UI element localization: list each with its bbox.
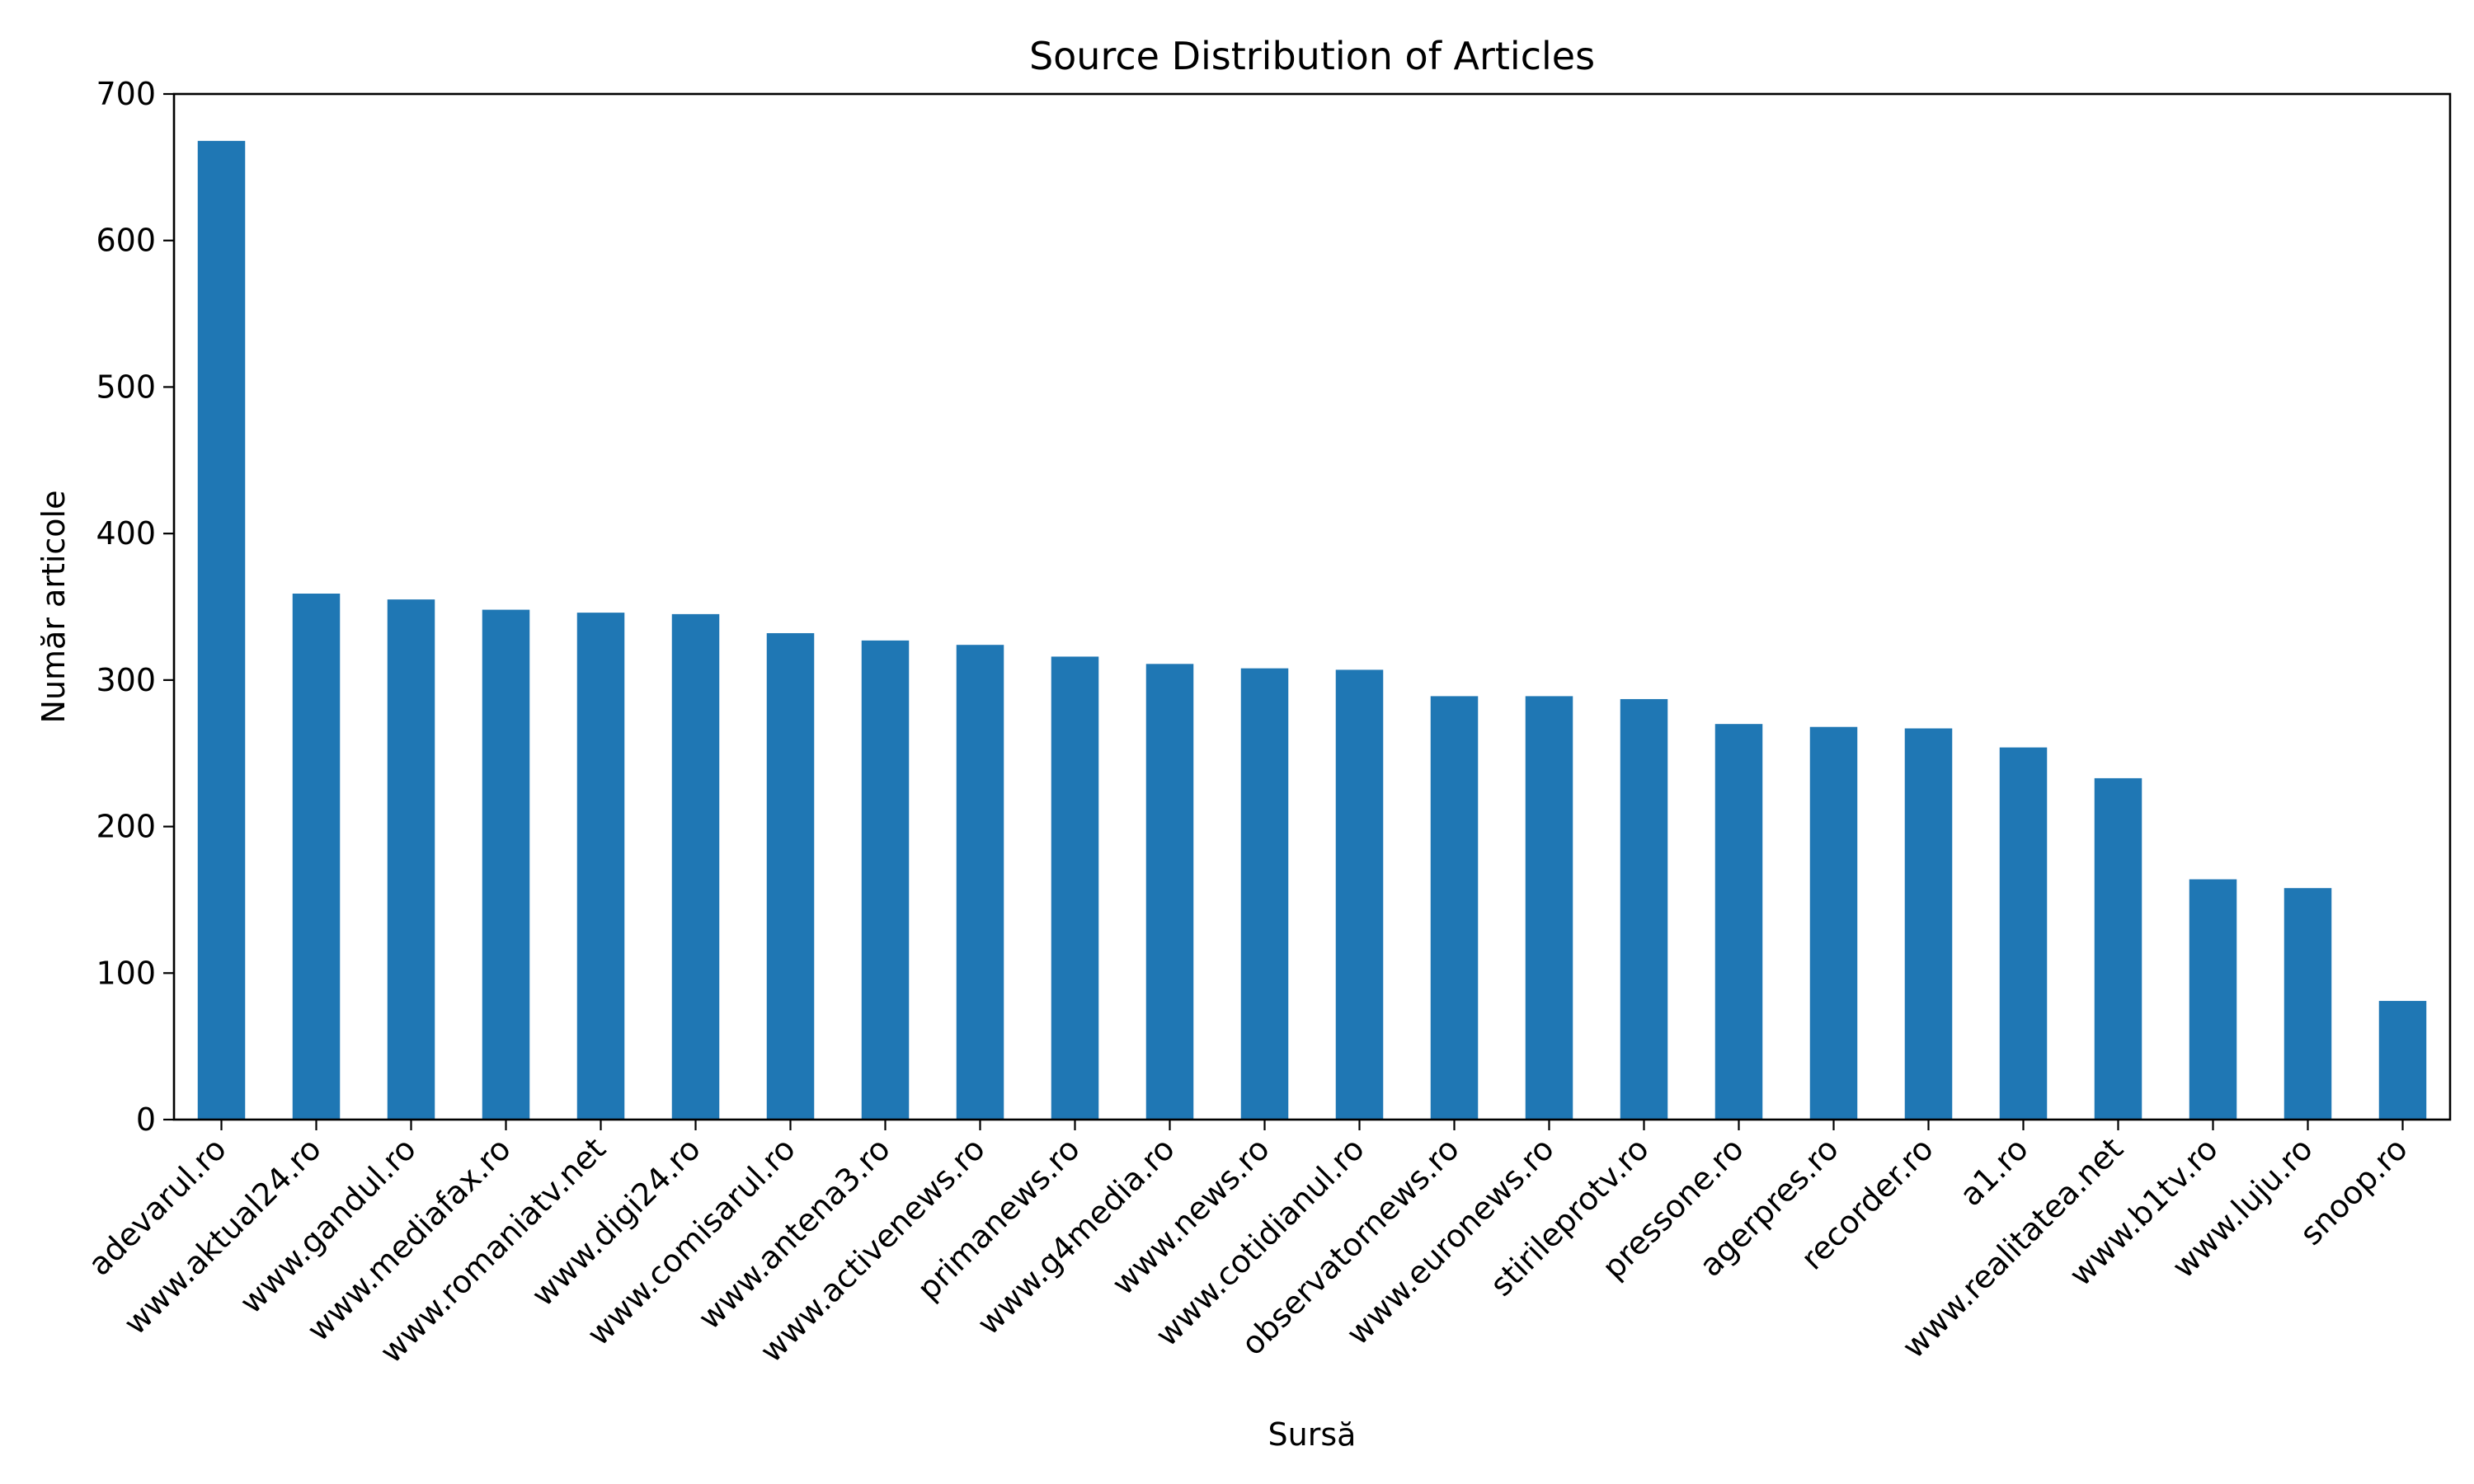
bar-www.antena3.ro — [861, 640, 910, 1120]
y-tick-label: 500 — [96, 369, 156, 405]
bar-snoop.ro — [2378, 1001, 2427, 1120]
y-axis: 0 100 200 300 400 500 600 700 — [96, 76, 174, 1138]
x-tick-label: www.gandul.ro — [233, 1130, 423, 1321]
y-tick-label: 600 — [96, 223, 156, 259]
bar-www.activenews.ro — [956, 645, 1004, 1120]
x-tick-label: a1.ro — [1953, 1130, 2035, 1213]
x-tick-label: primanews.ro — [910, 1130, 1087, 1307]
bar-www.b1tv.ro — [2189, 879, 2237, 1120]
y-tick-label: 100 — [96, 955, 156, 991]
bar-agerpres.ro — [1809, 726, 1858, 1120]
bar-a1.ro — [1999, 747, 2048, 1120]
chart-title: Source Distribution of Articles — [1029, 34, 1595, 78]
y-tick-label: 0 — [136, 1101, 156, 1138]
bar-www.gandul.ro — [387, 599, 435, 1120]
bar-recorder.ro — [1904, 728, 1953, 1120]
bar-www.aktual24.ro — [292, 594, 341, 1120]
bar-www.realitatea.net — [2094, 777, 2142, 1120]
y-axis-label: Număr articole — [35, 491, 72, 724]
bar-www.luju.ro — [2284, 888, 2332, 1120]
y-tick-label: 400 — [96, 515, 156, 552]
y-tick-label: 300 — [96, 662, 156, 698]
bar-www.romaniatv.net — [576, 613, 625, 1120]
x-tick-label: www.digi24.ro — [524, 1130, 708, 1313]
bar-www.g4media.ro — [1145, 664, 1194, 1120]
bar-stirileprotv.ro — [1620, 698, 1668, 1120]
x-axis: adevarul.rowww.aktual24.rowww.gandul.row… — [81, 1120, 2415, 1370]
bar-pressone.ro — [1714, 724, 1763, 1120]
bar-www.cotidianul.ro — [1335, 669, 1384, 1120]
bar-www.news.ro — [1240, 668, 1289, 1120]
bar-primanews.ro — [1051, 656, 1099, 1120]
x-axis-label: Sursă — [1268, 1416, 1357, 1453]
bar-www.comisarul.ro — [766, 632, 815, 1120]
bar-observatornews.ro — [1430, 696, 1479, 1120]
bar-www.mediafax.ro — [482, 609, 530, 1120]
bar-www.euronews.ro — [1525, 696, 1573, 1120]
bars-layer — [197, 140, 2427, 1120]
plot-frame — [172, 92, 2452, 1121]
bar-adevarul.ro — [197, 140, 246, 1120]
y-tick-label: 700 — [96, 76, 156, 112]
y-tick-label: 200 — [96, 809, 156, 845]
bar-www.digi24.ro — [671, 613, 720, 1120]
